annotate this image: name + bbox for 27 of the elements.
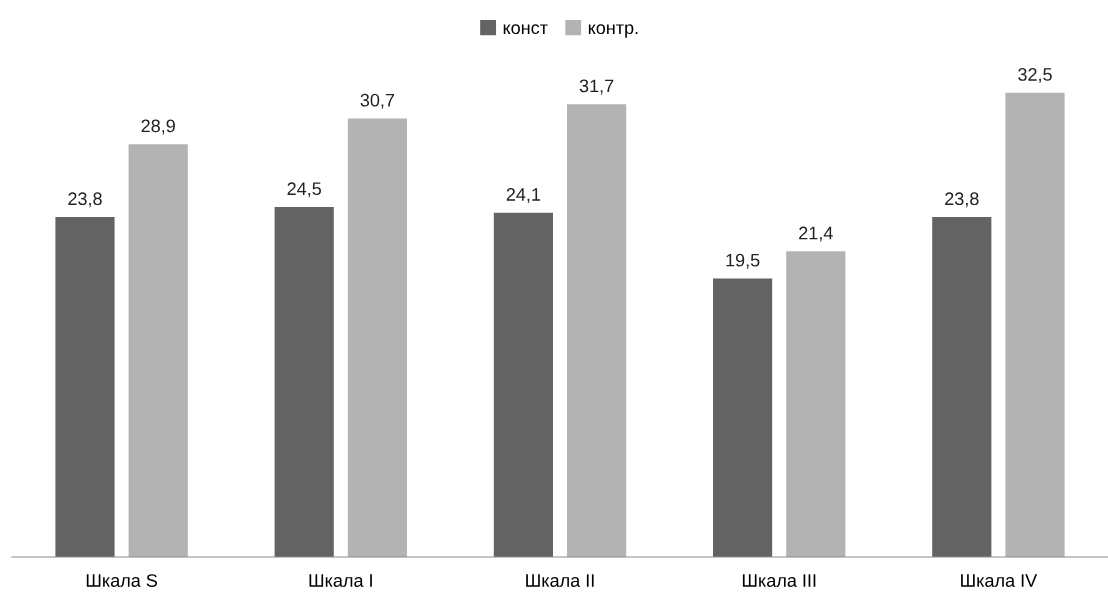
data-label: 21,4 — [799, 226, 833, 242]
x-tick-label: Шкала I — [309, 574, 372, 587]
bar — [347, 118, 407, 557]
bar — [713, 278, 773, 557]
legend-label: конст — [503, 24, 548, 35]
data-label: 32,5 — [1018, 68, 1052, 83]
data-label: 31,7 — [579, 79, 614, 95]
data-label: 28,9 — [141, 119, 175, 135]
x-tick-label: Шкала III — [742, 574, 816, 587]
bar — [932, 217, 992, 557]
bar — [493, 212, 553, 557]
x-tick-label: Шкала IV — [961, 574, 1038, 587]
bar — [786, 251, 846, 557]
bar — [55, 217, 115, 557]
data-label: 19,5 — [726, 253, 760, 269]
legend-label: контр. — [588, 24, 638, 38]
bar — [567, 104, 627, 557]
bar — [274, 207, 334, 557]
x-tick-label: Шкала II — [526, 574, 594, 587]
data-label: 24,5 — [287, 182, 322, 198]
data-label: 30,7 — [360, 93, 395, 109]
data-label: 23,8 — [68, 192, 102, 208]
data-label: 24,1 — [506, 188, 541, 203]
x-tick-label: Шкала S — [86, 574, 158, 587]
data-label: 23,8 — [945, 192, 979, 208]
bar — [1005, 92, 1065, 557]
bar — [128, 144, 188, 557]
